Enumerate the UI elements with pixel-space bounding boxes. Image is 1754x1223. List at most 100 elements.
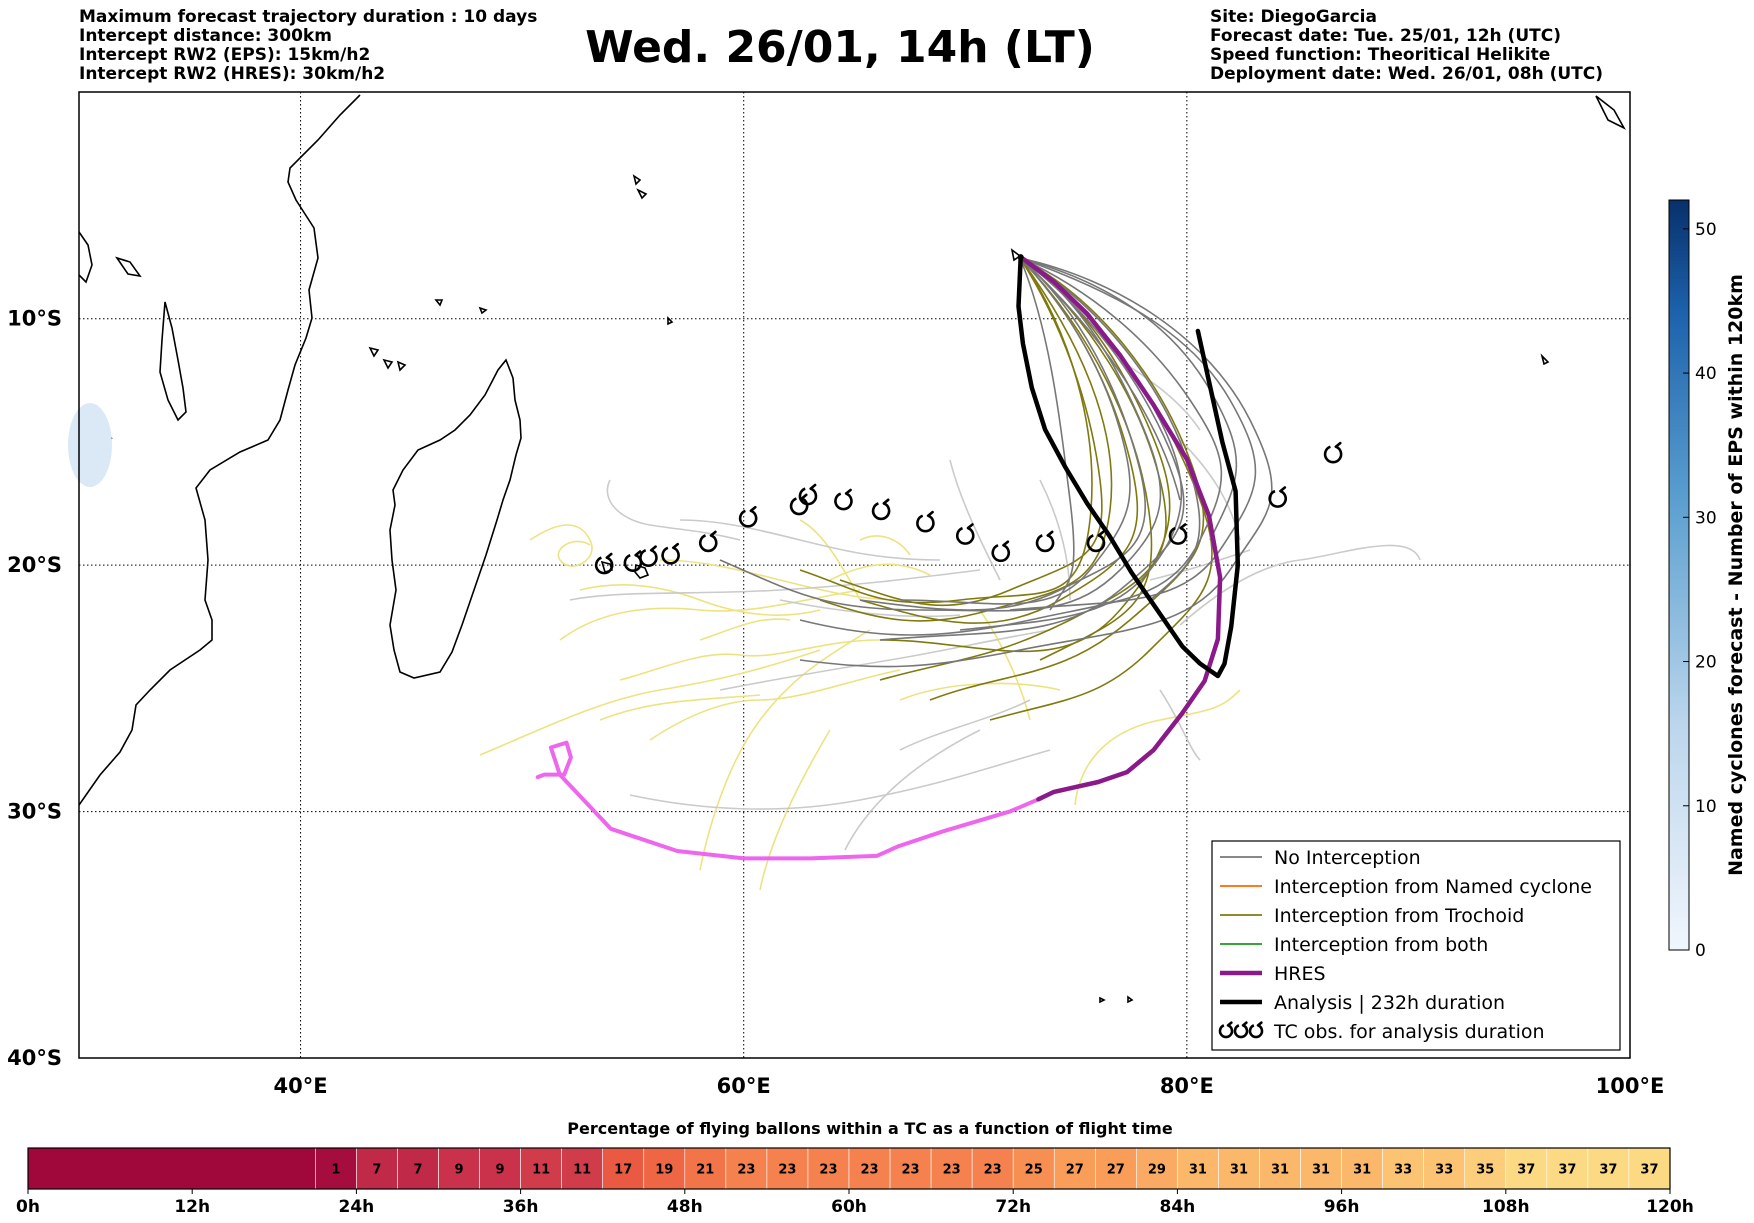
percentage-cell-label: 27 bbox=[1107, 1163, 1125, 1178]
faded-trochoid-tracks bbox=[479, 519, 1241, 891]
percentage-cell-label: 27 bbox=[1066, 1163, 1084, 1178]
tc-observation bbox=[1268, 486, 1287, 508]
percentage-cell-label: 1 bbox=[331, 1163, 340, 1178]
legend-label: Interception from Trochoid bbox=[1274, 905, 1524, 927]
percentage-cell-label: 37 bbox=[1558, 1163, 1576, 1178]
no-interception-tracks bbox=[719, 257, 1273, 668]
percentage-cell-label: 31 bbox=[1312, 1163, 1330, 1178]
percentage-cell: 17 bbox=[602, 1147, 645, 1190]
percentage-cell-label: 23 bbox=[778, 1163, 796, 1178]
percentage-cell-label: 9 bbox=[496, 1163, 505, 1178]
tc-observation bbox=[1168, 523, 1188, 545]
hres-track bbox=[1018, 254, 1223, 802]
eps-density-blob bbox=[68, 403, 112, 487]
percentage-cell-label: 31 bbox=[1189, 1163, 1207, 1178]
tc-observation bbox=[991, 540, 1011, 563]
legend-label: No Interception bbox=[1274, 847, 1421, 869]
eps-colorbar-ticks: 0 10 20 30 40 50 bbox=[1683, 220, 1717, 961]
percentage-cell-label: 35 bbox=[1476, 1163, 1494, 1178]
madagascar-coastline bbox=[389, 358, 522, 679]
percentage-cell-label: 11 bbox=[573, 1163, 591, 1178]
header-right-line: Forecast date: Tue. 25/01, 12h (UTC) bbox=[1210, 26, 1561, 46]
header-left-line: Intercept distance: 300km bbox=[79, 26, 332, 46]
eps-colorbar: 0 10 20 30 40 50 Named cyclones forecast - Nu… bbox=[1668, 199, 1747, 961]
percentage-cell-label: 31 bbox=[1353, 1163, 1371, 1178]
tc-observation bbox=[798, 483, 818, 506]
percentage-cell: 7 bbox=[397, 1147, 439, 1190]
header-right-line: Deployment date: Wed. 26/01, 08h (UTC) bbox=[1210, 64, 1604, 84]
percentage-cell-label: 7 bbox=[372, 1163, 381, 1178]
tc-observation bbox=[1086, 530, 1106, 553]
percentage-cell-label: 7 bbox=[413, 1163, 422, 1178]
tc-observations-layer bbox=[594, 441, 1343, 575]
legend-tc-symbol bbox=[1233, 1021, 1249, 1039]
percentage-cell-label: 23 bbox=[943, 1163, 961, 1178]
legend-label: Interception from Named cyclone bbox=[1274, 876, 1592, 898]
percentage-tick-label: 96h bbox=[1324, 1197, 1360, 1217]
percentage-colorbar: Percentage of flying ballons within a TC… bbox=[16, 1119, 1694, 1217]
y-tick-label: 10°S bbox=[7, 307, 62, 331]
percentage-cell: 31 bbox=[1218, 1147, 1260, 1190]
legend: No Interception Interception from Named c… bbox=[1211, 840, 1621, 1051]
legend-item: HRES bbox=[1220, 963, 1326, 985]
legend-item: TC obs. for analysis duration bbox=[1218, 1021, 1545, 1043]
tc-observation bbox=[916, 510, 935, 533]
percentage-cell-label: 31 bbox=[1271, 1163, 1289, 1178]
percentage-cell-label: 33 bbox=[1394, 1163, 1412, 1178]
percentage-cell: 27 bbox=[1095, 1147, 1137, 1190]
percentage-cell: 27 bbox=[1053, 1147, 1096, 1190]
percentage-cell: 1 bbox=[315, 1147, 357, 1190]
percentage-colorbar-title: Percentage of flying ballons within a TC… bbox=[567, 1119, 1173, 1138]
tc-observation bbox=[1035, 530, 1055, 553]
tc-observation bbox=[594, 552, 614, 575]
eps-colorbar-label: Named cyclones forecast - Number of EPS … bbox=[1725, 274, 1747, 876]
y-tick-label: 30°S bbox=[7, 800, 62, 824]
axis-labels: 40°E 60°E 80°E 100°E 10°S 20°S 30°S 40°S bbox=[7, 307, 1664, 1098]
percentage-tick-label: 48h bbox=[667, 1197, 703, 1217]
percentage-cell-label: 31 bbox=[1230, 1163, 1248, 1178]
legend-item: No Interception bbox=[1220, 847, 1421, 869]
hres-continuation-track bbox=[535, 740, 1041, 861]
tc-observation bbox=[834, 488, 853, 511]
percentage-tick-label: 120h bbox=[1646, 1197, 1694, 1217]
zanzibar-coastline bbox=[159, 301, 187, 422]
percentage-cell-empty bbox=[28, 1148, 316, 1189]
plot-frame bbox=[78, 91, 1631, 1059]
data-layer bbox=[535, 254, 1241, 861]
percentage-cell: 29 bbox=[1136, 1147, 1178, 1190]
header-right-line: Speed function: Theoritical Helikite bbox=[1210, 45, 1551, 65]
eps-colorbar-tick-label: 10 bbox=[1695, 797, 1717, 817]
percentage-tick-label: 12h bbox=[174, 1197, 210, 1217]
percentage-cell-label: 23 bbox=[984, 1163, 1002, 1178]
africa-coastline bbox=[79, 94, 361, 806]
header-left: Maximum forecast trajectory duration : 1… bbox=[79, 8, 537, 84]
legend-box bbox=[1211, 840, 1621, 1051]
percentage-tick-label: 36h bbox=[503, 1197, 539, 1217]
percentage-cell-label: 11 bbox=[532, 1163, 550, 1178]
percentage-cell: 31 bbox=[1177, 1147, 1219, 1190]
island-detail bbox=[1595, 95, 1626, 130]
island-detail bbox=[1540, 353, 1550, 366]
coast-detail bbox=[79, 231, 93, 284]
percentage-cell: 31 bbox=[1341, 1147, 1383, 1190]
percentage-cell-label: 23 bbox=[737, 1163, 755, 1178]
legend-item: Interception from Named cyclone bbox=[1220, 876, 1592, 898]
chagos-coastline bbox=[1010, 248, 1022, 262]
ensemble-trajectories bbox=[479, 257, 1421, 891]
header-left-line: Intercept RW2 (HRES): 30km/h2 bbox=[79, 64, 386, 84]
percentage-cell-label: 37 bbox=[1599, 1163, 1617, 1178]
percentage-cell: 21 bbox=[684, 1147, 727, 1190]
eps-colorbar-tick-label: 40 bbox=[1695, 364, 1717, 384]
percentage-cell-label: 23 bbox=[860, 1163, 878, 1178]
y-tick-label: 40°S bbox=[7, 1046, 62, 1070]
percentage-cell: 23 bbox=[807, 1147, 850, 1190]
eps-colorbar-tick-label: 0 bbox=[1695, 941, 1706, 961]
percentage-cell: 23 bbox=[930, 1147, 973, 1190]
percentage-cell: 11 bbox=[561, 1147, 604, 1190]
legend-label: HRES bbox=[1274, 963, 1326, 985]
legend-label: TC obs. for analysis duration bbox=[1273, 1021, 1545, 1043]
percentage-cell: 37 bbox=[1546, 1147, 1589, 1190]
percentage-tick-label: 0h bbox=[16, 1197, 40, 1217]
grid-layer bbox=[79, 92, 1630, 1058]
tc-observation bbox=[871, 498, 891, 521]
